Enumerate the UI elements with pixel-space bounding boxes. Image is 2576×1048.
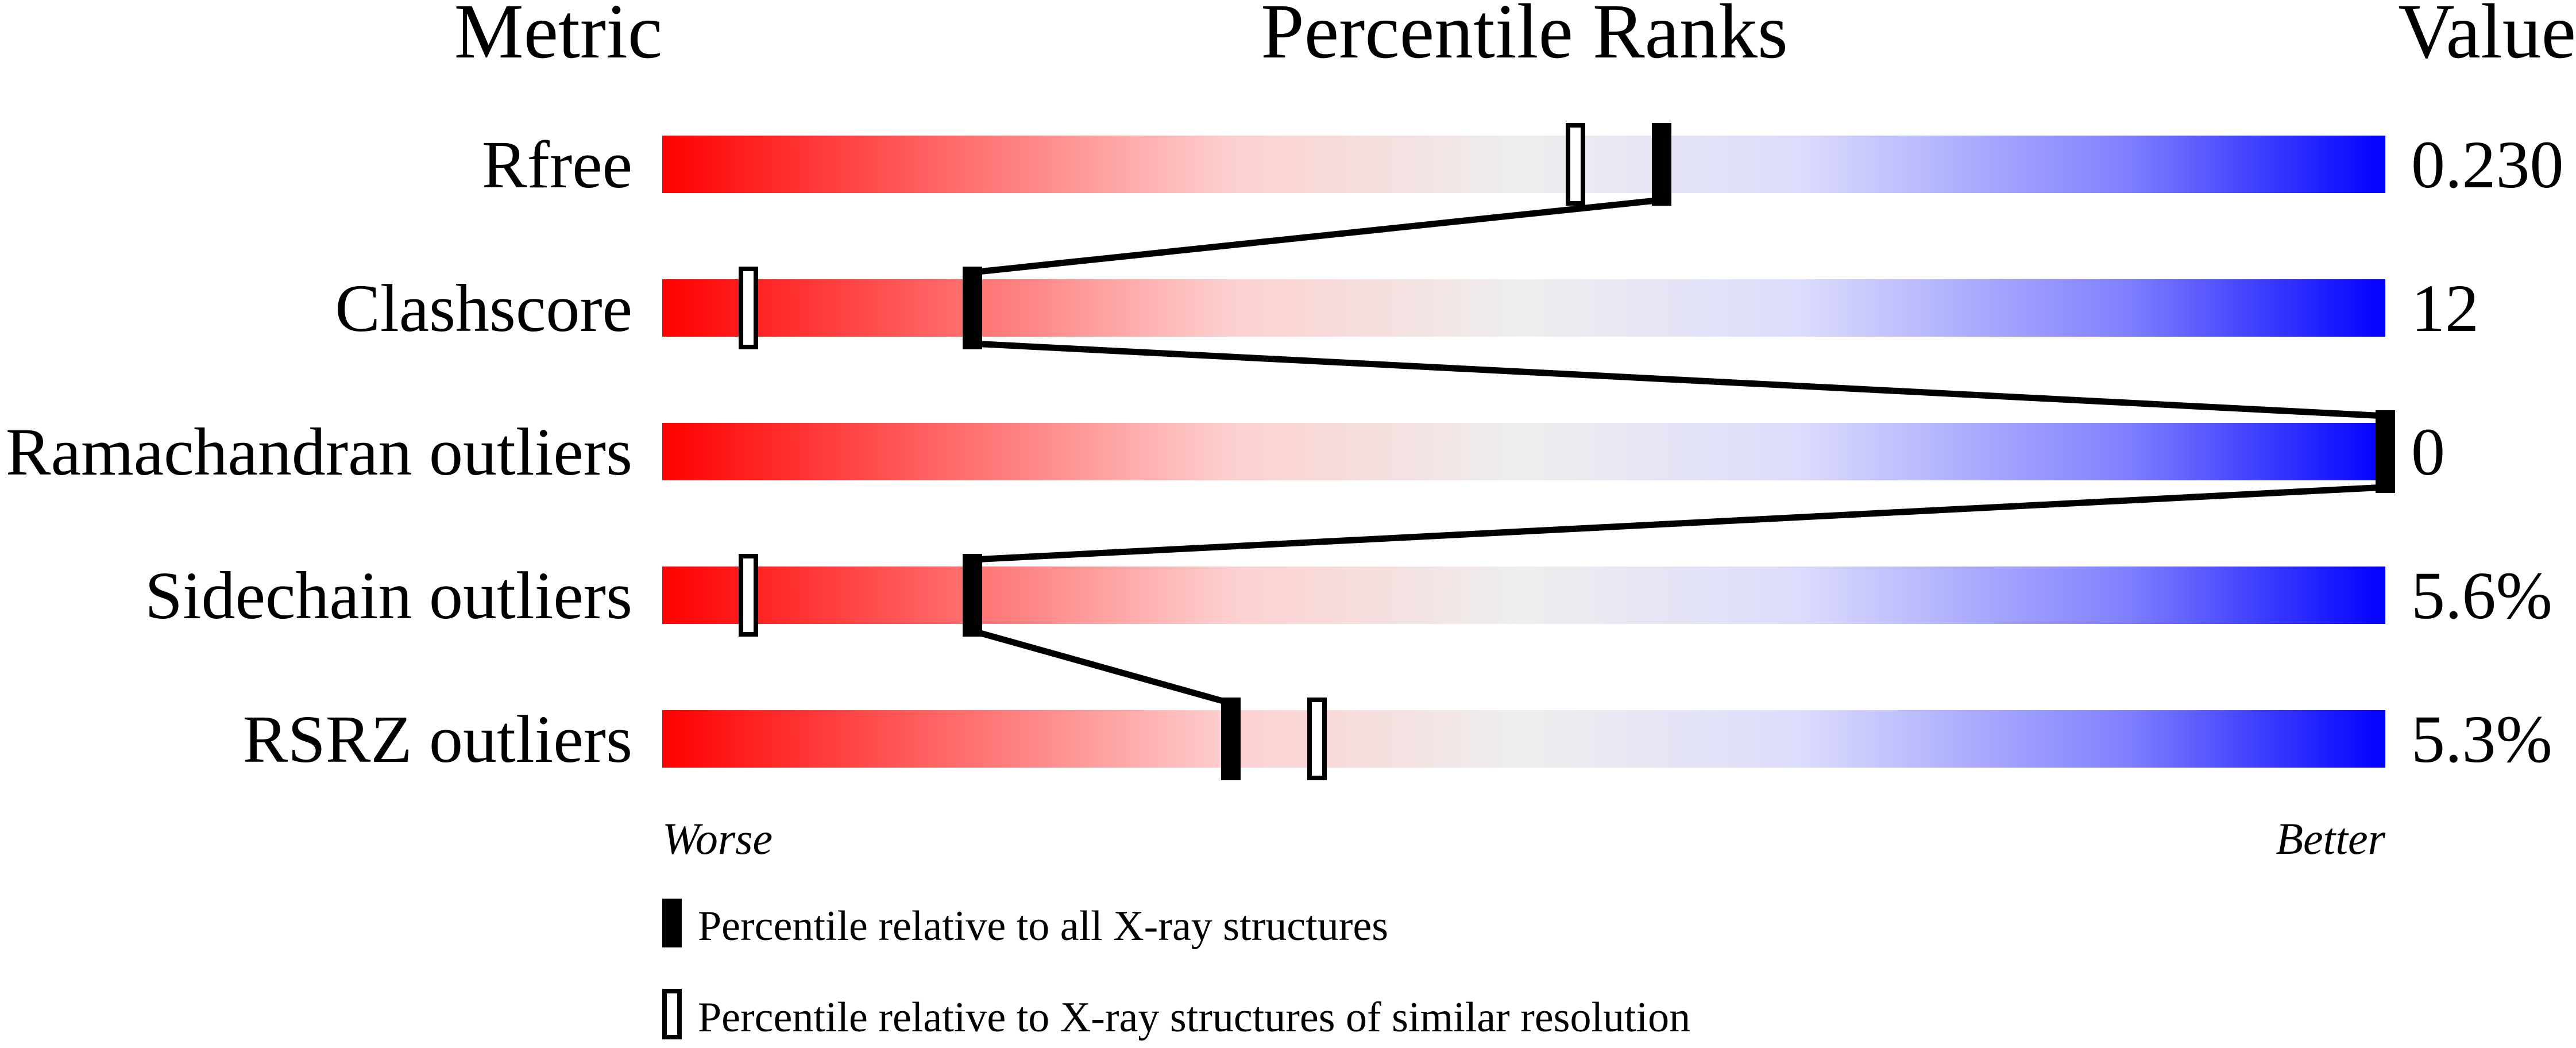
marker-similar-clashscore <box>739 267 758 349</box>
bar-rsrz-outliers <box>662 710 2385 768</box>
legend-filled-marker-icon <box>662 899 682 947</box>
value-sidechain-outliers: 5.6% <box>2411 558 2552 633</box>
metric-label-rfree: Rfree <box>482 127 632 202</box>
value-rsrz-outliers: 5.3% <box>2411 702 2552 777</box>
header-value: Value <box>2398 0 2576 75</box>
connector-line <box>972 484 2386 563</box>
marker-all-rfree <box>1652 123 1671 206</box>
value-clashscore: 12 <box>2411 271 2479 346</box>
connector-line <box>972 196 1662 276</box>
marker-similar-rsrz-outliers <box>1307 698 1327 780</box>
legend-similar-resolution: Percentile relative to X-ray structures … <box>698 994 1690 1041</box>
connector-line <box>972 340 2386 419</box>
legend-open-marker-icon <box>662 989 682 1039</box>
value-ramachandran-outliers: 0 <box>2411 414 2445 490</box>
legend-all-structures: Percentile relative to all X-ray structu… <box>698 903 1388 950</box>
metric-label-rsrz-outliers: RSRZ outliers <box>242 702 632 777</box>
bar-sidechain-outliers <box>662 567 2385 624</box>
metric-label-clashscore: Clashscore <box>335 271 632 346</box>
marker-similar-sidechain-outliers <box>739 554 758 637</box>
header-percentile-ranks: Percentile Ranks <box>1261 0 1788 75</box>
header-metric: Metric <box>454 0 663 75</box>
marker-all-rsrz-outliers <box>1221 698 1241 780</box>
bar-ramachandran-outliers <box>662 423 2385 480</box>
value-rfree: 0.230 <box>2411 127 2564 202</box>
metric-label-sidechain-outliers: Sidechain outliers <box>145 558 632 633</box>
worse-label: Worse <box>662 814 773 864</box>
connector-line <box>971 627 1232 707</box>
bar-rfree <box>662 136 2385 193</box>
marker-all-clashscore <box>963 267 982 349</box>
bar-clashscore <box>662 279 2385 337</box>
better-label: Better <box>2276 814 2385 864</box>
marker-all-ramachandran-outliers <box>2376 410 2395 493</box>
metric-label-ramachandran-outliers: Ramachandran outliers <box>6 414 632 490</box>
marker-all-sidechain-outliers <box>963 554 982 637</box>
marker-similar-rfree <box>1566 123 1585 206</box>
